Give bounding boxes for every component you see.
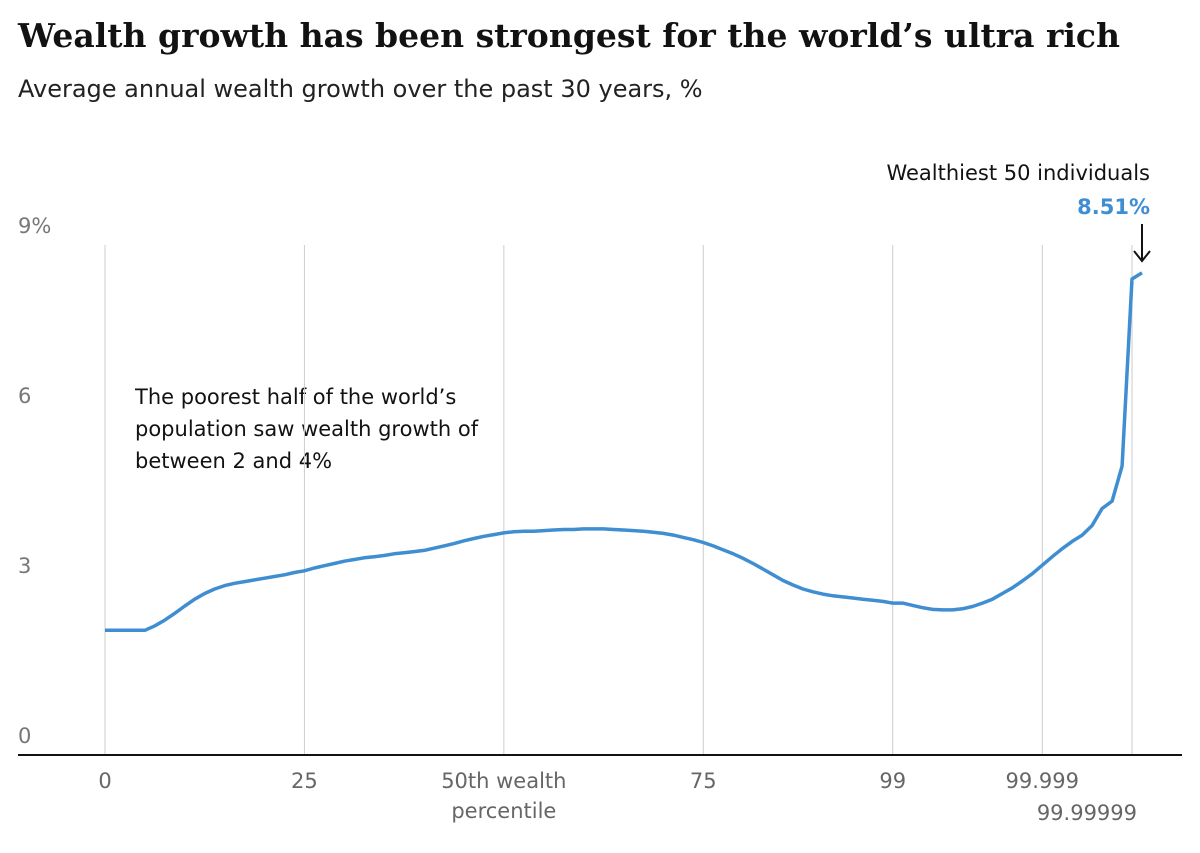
y-tick-label: 6 bbox=[18, 384, 31, 408]
x-tick-label: 99.999 bbox=[1006, 769, 1079, 793]
x-tick-label: 0 bbox=[98, 769, 111, 793]
x-tick-label: 75 bbox=[690, 769, 717, 793]
arrow-head bbox=[1133, 250, 1151, 263]
x-tick-label: 99.99999 bbox=[1037, 801, 1137, 825]
y-tick-label: 3 bbox=[18, 554, 31, 578]
y-tick-label: 9% bbox=[18, 214, 51, 238]
x-tick-label: 99 bbox=[879, 769, 906, 793]
note-box: The poorest half of the world’s populati… bbox=[135, 385, 479, 473]
x-tick-label: 25 bbox=[291, 769, 318, 793]
chart-title: Wealth growth has been strongest for the… bbox=[17, 16, 1120, 55]
chart-subtitle: Average annual wealth growth over the pa… bbox=[18, 75, 703, 103]
annotation: Wealthiest 50 individuals bbox=[886, 161, 1150, 185]
line bbox=[105, 271, 1143, 633]
annotation: The poorest half of the world’s populati… bbox=[135, 385, 479, 473]
x-tick-label: 50th wealth percentile bbox=[441, 769, 566, 823]
value-label: 8.51% bbox=[1077, 195, 1150, 219]
y-tick-label: 0 bbox=[18, 724, 31, 748]
